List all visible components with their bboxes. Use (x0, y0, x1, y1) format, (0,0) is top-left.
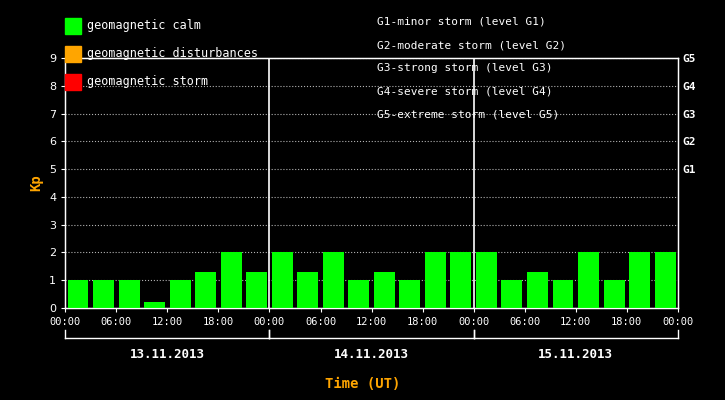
Text: G5-extreme storm (level G5): G5-extreme storm (level G5) (377, 110, 559, 120)
Bar (425, 252, 446, 308)
Text: 13.11.2013: 13.11.2013 (130, 348, 205, 360)
Text: geomagnetic calm: geomagnetic calm (87, 20, 201, 32)
Bar (144, 302, 165, 308)
Bar (604, 280, 624, 308)
Bar (67, 280, 88, 308)
Bar (119, 280, 139, 308)
Bar (399, 280, 420, 308)
Bar (450, 252, 471, 308)
Text: G2-moderate storm (level G2): G2-moderate storm (level G2) (377, 40, 566, 50)
Bar (578, 252, 599, 308)
Bar (247, 272, 267, 308)
Bar (195, 272, 216, 308)
Bar (93, 280, 114, 308)
Text: geomagnetic disturbances: geomagnetic disturbances (87, 48, 258, 60)
Bar (502, 280, 523, 308)
Bar (170, 280, 191, 308)
Bar (374, 272, 395, 308)
Bar (655, 252, 676, 308)
Text: G4-severe storm (level G4): G4-severe storm (level G4) (377, 87, 552, 97)
Bar (323, 252, 344, 308)
Bar (220, 252, 241, 308)
Text: G1-minor storm (level G1): G1-minor storm (level G1) (377, 17, 546, 27)
Text: G3-strong storm (level G3): G3-strong storm (level G3) (377, 64, 552, 74)
Text: geomagnetic storm: geomagnetic storm (87, 76, 208, 88)
Text: 14.11.2013: 14.11.2013 (334, 348, 409, 360)
Bar (272, 252, 293, 308)
Bar (629, 252, 650, 308)
Bar (476, 252, 497, 308)
Text: Time (UT): Time (UT) (325, 377, 400, 391)
Y-axis label: Kp: Kp (30, 175, 44, 191)
Text: 15.11.2013: 15.11.2013 (538, 348, 613, 360)
Bar (297, 272, 318, 308)
Bar (552, 280, 573, 308)
Bar (527, 272, 548, 308)
Bar (348, 280, 369, 308)
